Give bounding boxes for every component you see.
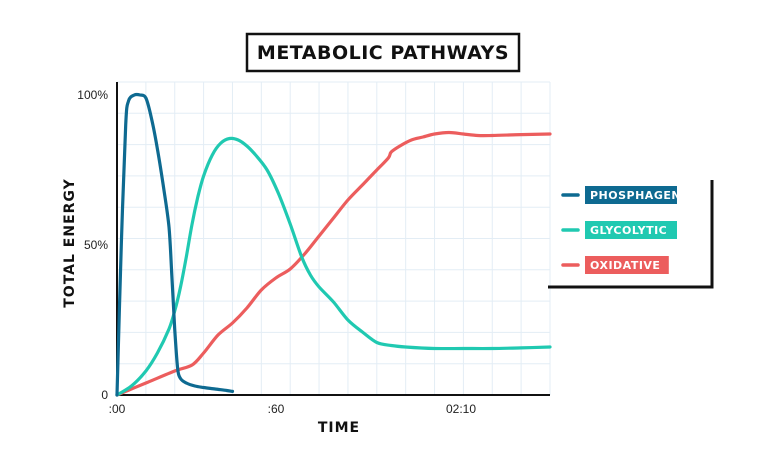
series-line-phosphagen xyxy=(115,92,235,397)
legend-item-glycolytic: GLYCOLYTIC xyxy=(561,221,677,239)
legend-frame xyxy=(548,180,714,289)
y-tick-label: 0 xyxy=(101,388,108,402)
y-tick-labels: 0 50% 100% xyxy=(77,88,108,402)
y-axis-label: TOTAL ENERGY xyxy=(62,178,78,308)
y-tick-label: 50% xyxy=(84,238,108,252)
chart-title: METABOLIC PATHWAYS xyxy=(245,32,521,73)
legend-label-box xyxy=(585,221,677,239)
legend-label: OXIDATIVE xyxy=(590,259,660,272)
legend-label-box xyxy=(585,186,677,204)
title-text: METABOLIC PATHWAYS xyxy=(257,42,509,64)
legend-label: PHOSPHAGEN xyxy=(590,189,681,202)
x-tick-label: :60 xyxy=(268,402,285,416)
x-tick-label: 02:10 xyxy=(446,402,476,416)
series-line-oxidative xyxy=(115,130,552,397)
x-tick-labels: :00 :60 02:10 xyxy=(109,402,477,416)
plot-area xyxy=(115,81,552,397)
legend: PHOSPHAGEN GLYCOLYTIC OXIDATIVE xyxy=(548,180,714,289)
legend-item-phosphagen: PHOSPHAGEN xyxy=(561,186,681,204)
y-tick-label: 100% xyxy=(77,88,108,102)
legend-item-oxidative: OXIDATIVE xyxy=(561,256,669,274)
series-layer xyxy=(115,92,552,397)
x-axis-label: TIME xyxy=(318,420,360,436)
x-tick-label: :00 xyxy=(109,402,126,416)
title-box xyxy=(245,32,521,73)
legend-label-box xyxy=(585,256,669,274)
series-line-glycolytic xyxy=(115,136,552,397)
legend-label: GLYCOLYTIC xyxy=(590,224,667,237)
